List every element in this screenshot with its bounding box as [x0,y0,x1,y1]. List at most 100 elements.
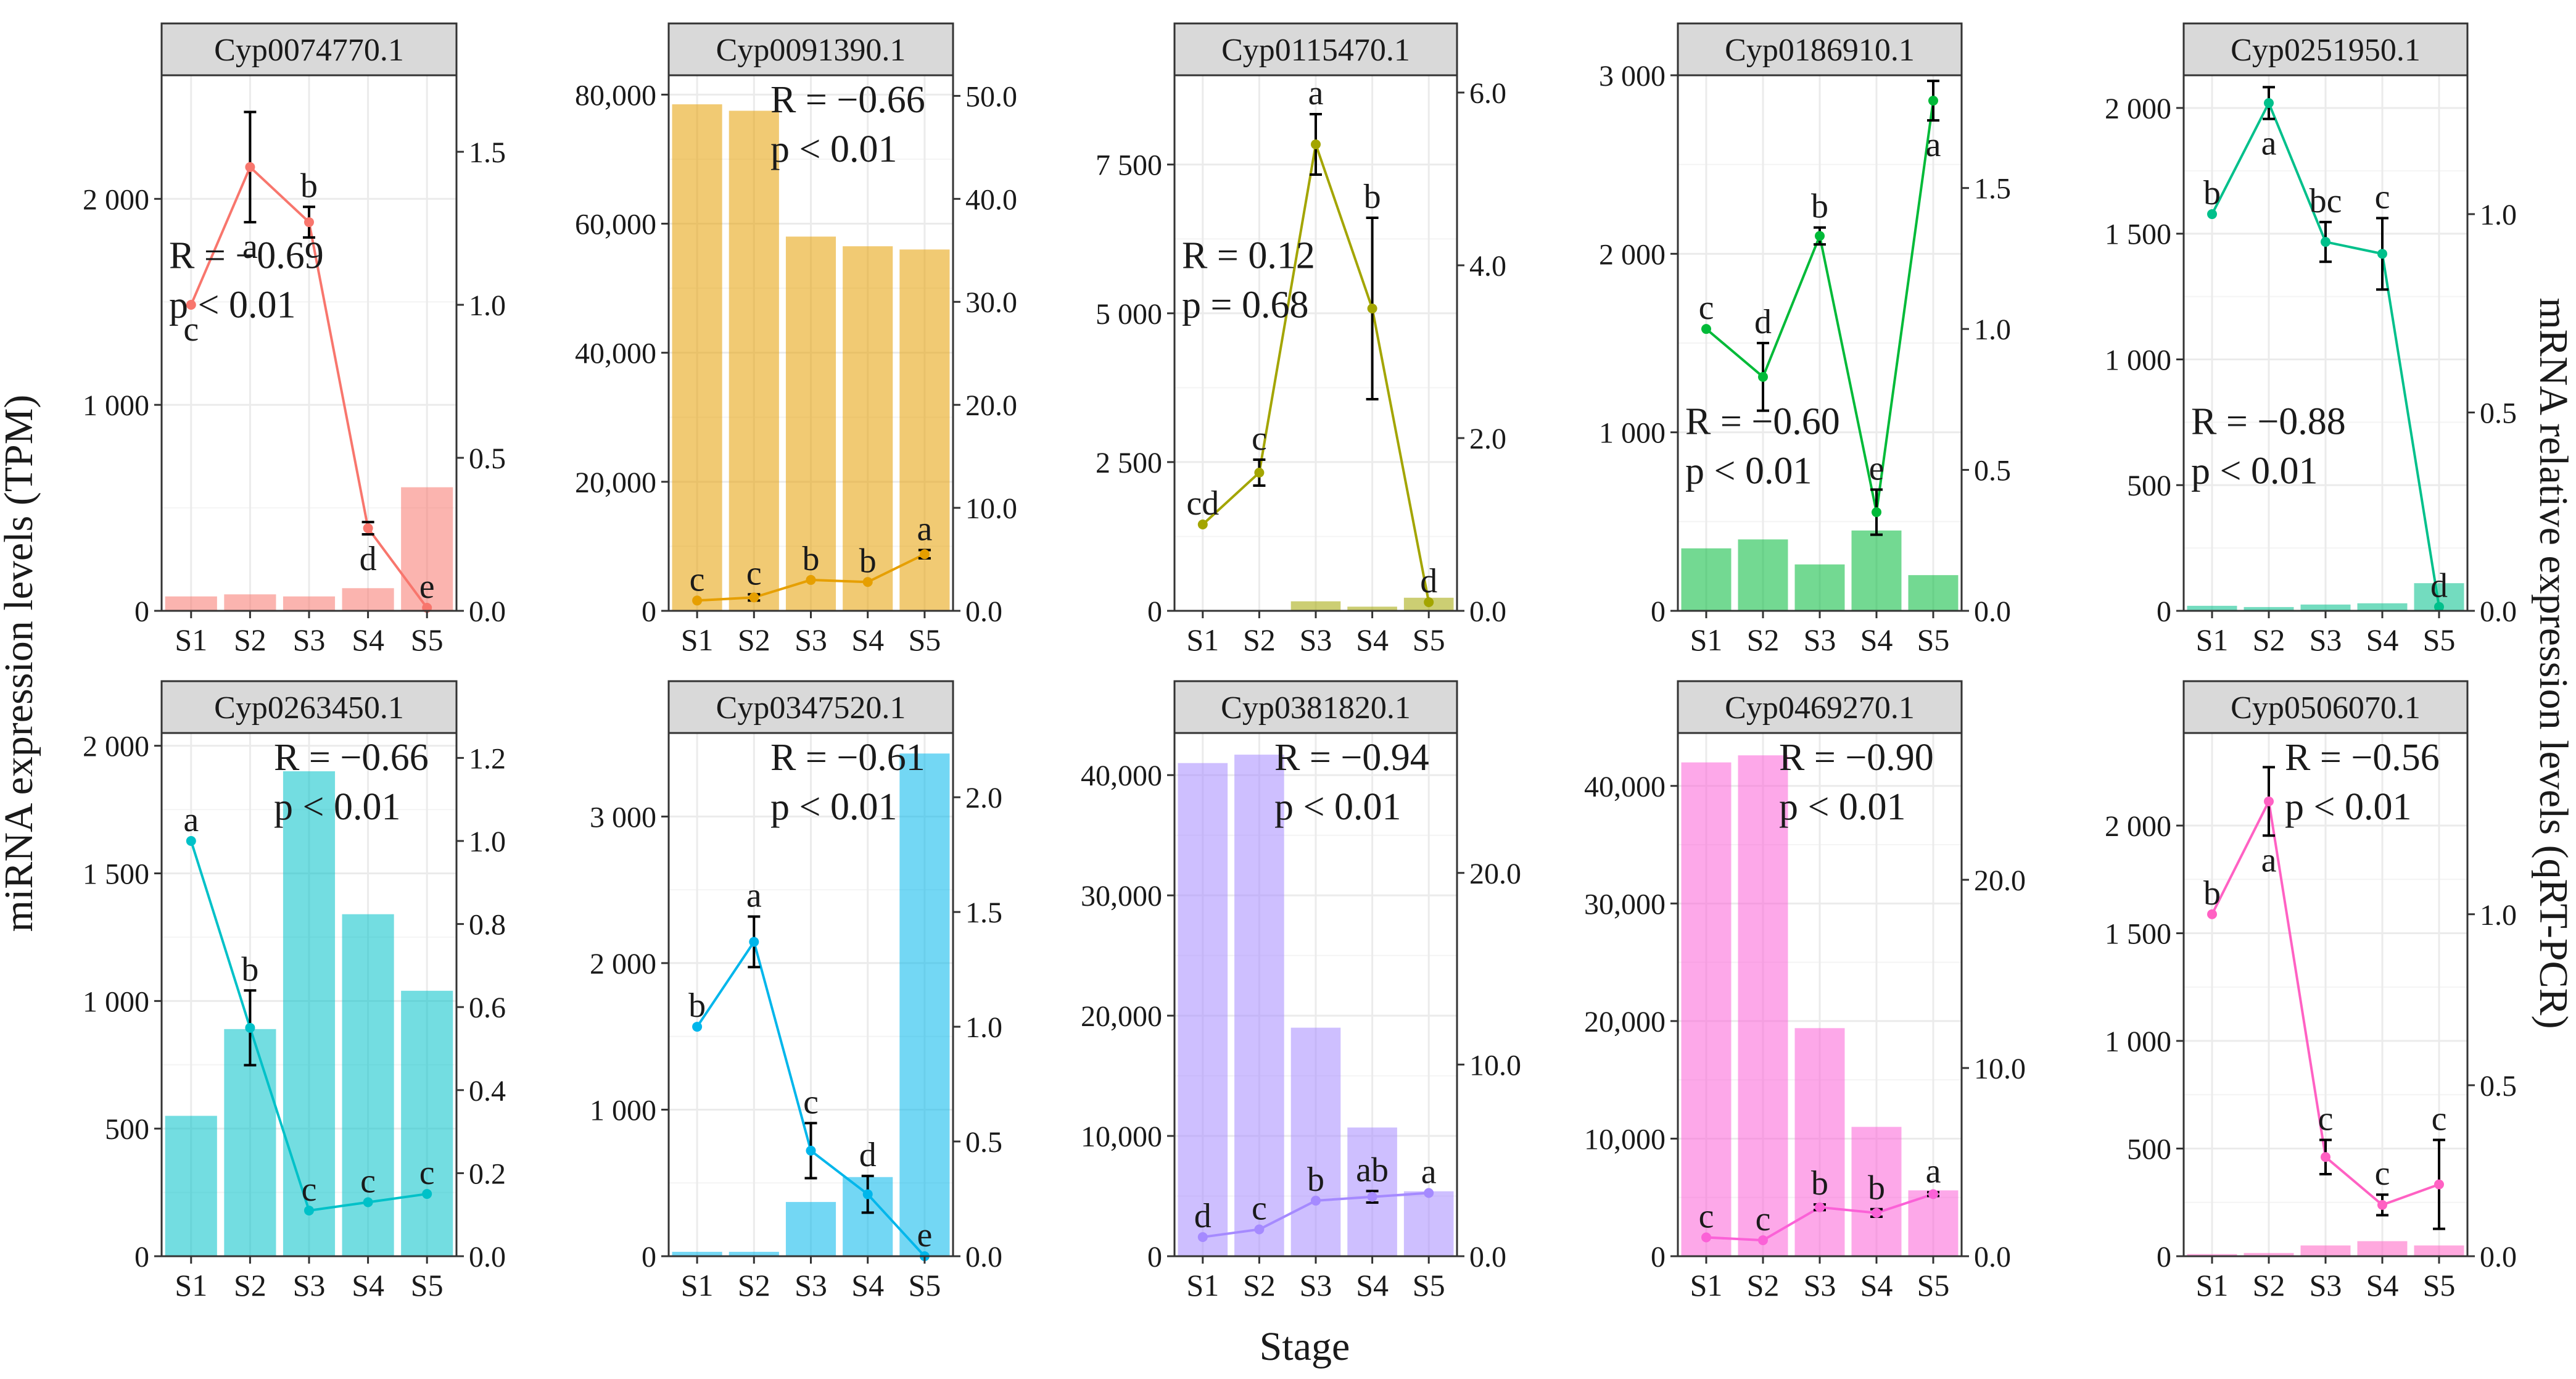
point-s4 [1872,1207,1881,1218]
left-tick-label: 1 000 [590,1094,656,1127]
bar-s3 [1290,601,1341,611]
right-tick-label: 20.0 [1469,858,1521,890]
right-tick-label: 0.2 [469,1157,506,1190]
right-tick-label: 1.2 [469,742,506,775]
bar-s2 [1738,539,1788,611]
point-s2 [1758,371,1768,382]
bar-s3 [283,596,336,611]
significance-letter: c [183,310,199,349]
significance-letter: b [1811,188,1828,226]
point-s5 [1928,1189,1938,1199]
p-value: p < 0.01 [1685,450,1812,492]
point-s5 [2434,1179,2444,1190]
significance-letter: a [917,510,932,549]
panel-title: Cyp0251950.1 [2231,33,2421,68]
right-tick-label: 6.0 [1469,77,1506,110]
significance-letter: a [2261,841,2277,879]
right-tick-label: 0.5 [2480,1070,2517,1103]
x-tick-label: S3 [1300,623,1332,657]
x-tick-label: S4 [352,623,384,657]
x-tick-label: S3 [1300,1268,1332,1302]
significance-letter: b [1307,1161,1324,1199]
right-tick-label: 0.0 [965,595,1002,628]
x-tick-label: S2 [1243,623,1276,657]
left-tick-label: 0 [2157,595,2171,628]
bar-s1 [165,1116,217,1256]
right-tick-label: 1.0 [965,1011,1002,1044]
bar-s5 [1908,1190,1959,1256]
x-tick-label: S2 [234,1268,266,1302]
left-tick-label: 30,000 [1081,880,1162,913]
x-tick-label: S5 [1413,1268,1445,1302]
significance-letter: d [360,540,377,578]
right-tick-label: 10.0 [1469,1049,1521,1082]
bar-s4 [2357,603,2408,611]
significance-letter: d [859,1136,877,1174]
bar-s4 [1347,607,1397,611]
left-tick-label: 500 [105,1113,149,1146]
left-tick-label: 20,000 [1584,1006,1666,1038]
bar-s5 [899,753,950,1256]
correlation-r: R = −0.61 [770,737,925,779]
panel-strip [1173,22,1458,77]
significance-letter: c [2375,1154,2390,1193]
x-tick-label: S5 [1917,623,1950,657]
left-tick-label: 3 000 [590,801,656,834]
left-tick-label: 500 [2127,1133,2171,1166]
significance-letter: d [1420,562,1437,600]
panel-title: Cyp0506070.1 [2231,690,2421,726]
left-tick-label: 0 [642,1241,656,1273]
left-tick-label: 40,000 [1584,771,1666,803]
point-s2 [2264,796,2274,806]
right-tick-label: 1.5 [1974,173,2011,205]
correlation-r: R = −0.88 [2191,401,2346,443]
bar-s1 [1178,763,1228,1256]
right-tick-label: 0.0 [469,1241,506,1273]
panel-title: Cyp0347520.1 [716,690,906,726]
point-s3 [2321,1152,2330,1162]
left-tick-label: 0 [2157,1241,2171,1273]
p-value: p < 0.01 [169,284,295,326]
p-value: p < 0.01 [1779,786,1905,828]
x-tick-label: S3 [795,1268,827,1302]
right-tick-label: 0.8 [469,909,506,942]
left-tick-label: 60,000 [575,209,656,241]
point-s3 [1815,231,1825,241]
p-value: p < 0.01 [1274,786,1401,828]
p-value: p = 0.68 [1182,284,1308,326]
correlation-r: R = −0.90 [1779,737,1934,779]
significance-letter: b [2203,874,2221,913]
bar-s1 [672,1251,722,1256]
right-tick-label: 50.0 [965,80,1017,113]
panel-title: Cyp0381820.1 [1221,690,1411,726]
left-tick-label: 2 000 [83,731,149,763]
right-tick-label: 10.0 [1974,1053,2026,1085]
x-tick-label: S5 [908,1268,941,1302]
right-tick-label: 10.0 [965,492,1017,525]
x-tick-label: S2 [738,1268,770,1302]
right-tick-label: 0.5 [965,1126,1002,1159]
x-tick-label: S4 [1356,1268,1389,1302]
point-s3 [806,574,816,585]
point-s1 [1701,1232,1711,1243]
point-s5 [2434,602,2444,612]
point-s3 [806,1145,816,1156]
x-tick-label: S2 [2253,1268,2285,1302]
left-tick-label: 0 [1147,595,1162,628]
correlation-r: R = −0.66 [770,79,925,121]
correlation-r: R = −0.66 [274,737,429,779]
right-tick-label: 2.0 [965,782,1002,814]
bar-s2 [729,1251,779,1256]
left-tick-label: 30,000 [1584,888,1666,921]
left-tick-label: 40,000 [575,338,656,370]
significance-letter: a [1421,1153,1437,1191]
correlation-r: R = 0.12 [1182,234,1315,276]
significance-letter: b [1868,1169,1885,1207]
right-tick-label: 0.6 [469,992,506,1024]
x-tick-label: S4 [851,1268,884,1302]
x-tick-label: S1 [681,1268,714,1302]
right-tick-label: 1.0 [2480,899,2517,932]
significance-letter: b [1811,1164,1828,1203]
panel-1: c a b d e Cyp0074770.1 0 1 000 2 000 0.0 0.5 1.0 1.5… [83,22,506,657]
